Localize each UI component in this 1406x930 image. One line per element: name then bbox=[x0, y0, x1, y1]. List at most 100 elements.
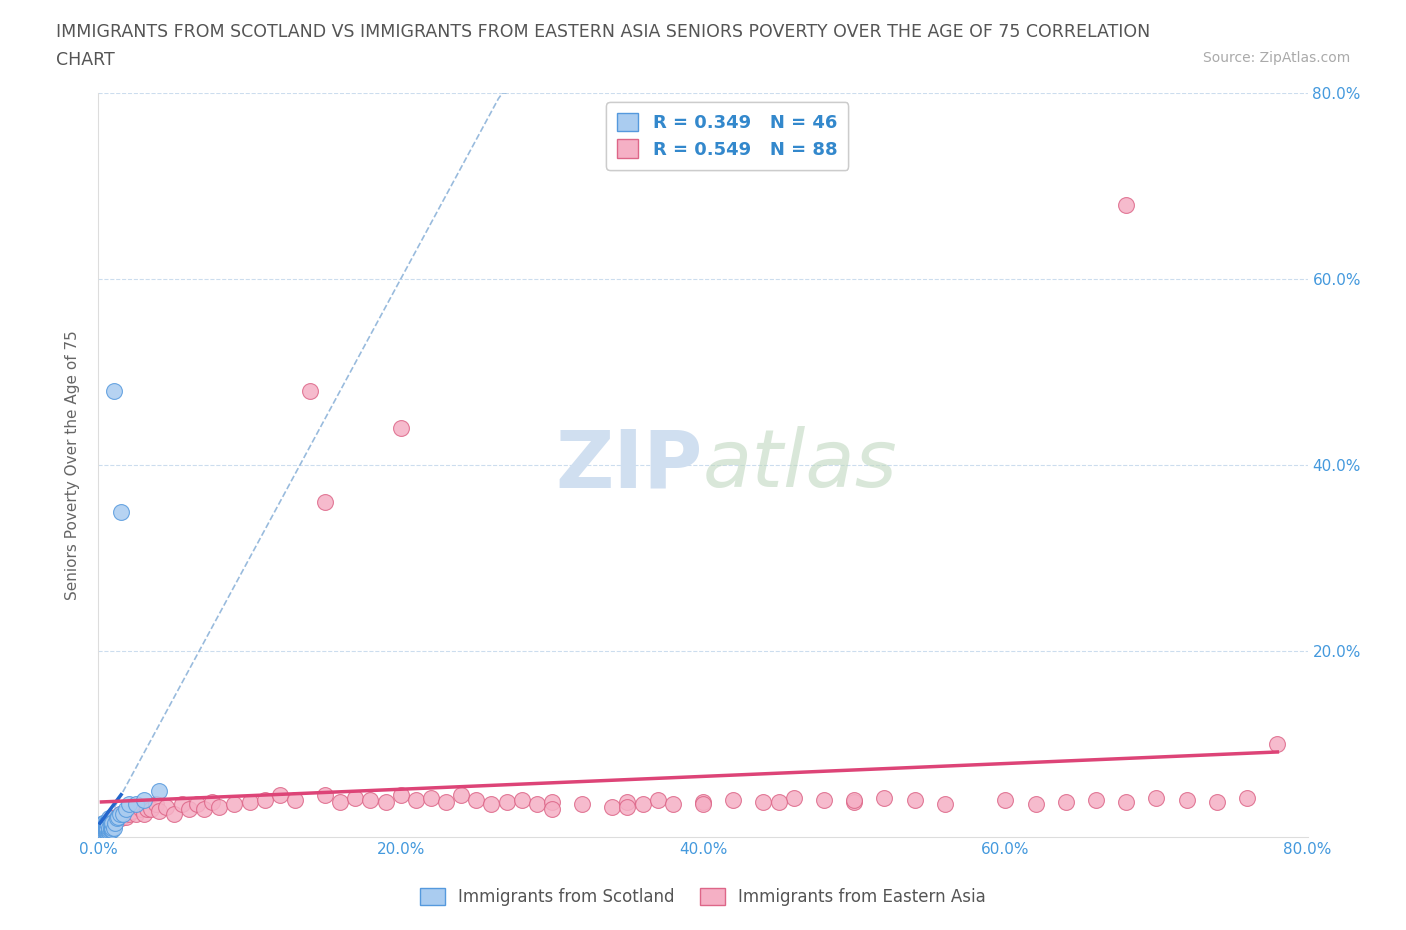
Point bbox=[93, 816, 115, 830]
Legend: Immigrants from Scotland, Immigrants from Eastern Asia: Immigrants from Scotland, Immigrants fro… bbox=[413, 881, 993, 912]
Point bbox=[389, 788, 412, 803]
Point bbox=[101, 820, 124, 835]
Point bbox=[93, 825, 115, 840]
Point bbox=[108, 806, 131, 821]
Point bbox=[510, 792, 533, 807]
Point bbox=[647, 792, 669, 807]
Point bbox=[571, 797, 593, 812]
Point bbox=[94, 825, 117, 840]
Point bbox=[526, 797, 548, 812]
Text: CHART: CHART bbox=[56, 51, 115, 69]
Point bbox=[110, 504, 132, 519]
Point bbox=[118, 806, 141, 821]
Point bbox=[616, 800, 638, 815]
Point bbox=[100, 822, 122, 837]
Point bbox=[91, 818, 114, 833]
Point bbox=[450, 788, 472, 803]
Point bbox=[201, 794, 224, 809]
Point bbox=[1236, 790, 1258, 805]
Point bbox=[768, 794, 790, 809]
Point bbox=[111, 806, 134, 821]
Point bbox=[1267, 737, 1289, 751]
Point bbox=[661, 797, 683, 812]
Point bbox=[111, 806, 134, 821]
Point bbox=[90, 818, 112, 833]
Point bbox=[98, 813, 121, 828]
Point bbox=[98, 822, 121, 837]
Point bbox=[148, 804, 170, 818]
Point bbox=[105, 809, 128, 824]
Point bbox=[299, 383, 322, 398]
Point bbox=[91, 825, 114, 840]
Text: atlas: atlas bbox=[703, 426, 898, 504]
Point bbox=[91, 820, 114, 835]
Point bbox=[129, 802, 152, 817]
Point bbox=[104, 816, 127, 830]
Point bbox=[631, 797, 654, 812]
Point bbox=[118, 797, 141, 812]
Point bbox=[783, 790, 806, 805]
Point bbox=[114, 802, 136, 817]
Point bbox=[844, 792, 866, 807]
Point bbox=[90, 820, 112, 835]
Point bbox=[1115, 197, 1137, 212]
Point bbox=[434, 794, 457, 809]
Point bbox=[873, 790, 896, 805]
Legend: R = 0.349   N = 46, R = 0.549   N = 88: R = 0.349 N = 46, R = 0.549 N = 88 bbox=[606, 102, 848, 169]
Point bbox=[145, 797, 167, 812]
Point bbox=[1054, 794, 1077, 809]
Point bbox=[90, 822, 112, 837]
Point bbox=[540, 794, 562, 809]
Point bbox=[1206, 794, 1229, 809]
Point bbox=[101, 816, 124, 830]
Point bbox=[1085, 792, 1108, 807]
Point bbox=[1144, 790, 1167, 805]
Point bbox=[101, 816, 124, 830]
Point bbox=[481, 797, 503, 812]
Point bbox=[121, 804, 143, 818]
Point bbox=[96, 816, 118, 830]
Point bbox=[94, 820, 117, 835]
Point bbox=[101, 822, 124, 837]
Point bbox=[314, 495, 336, 510]
Point bbox=[107, 809, 129, 824]
Point bbox=[93, 820, 115, 835]
Point bbox=[934, 797, 956, 812]
Point bbox=[125, 797, 148, 812]
Point bbox=[103, 383, 125, 398]
Point bbox=[994, 792, 1017, 807]
Point bbox=[208, 800, 231, 815]
Point bbox=[90, 825, 112, 840]
Point bbox=[94, 822, 117, 837]
Point bbox=[94, 816, 117, 830]
Point bbox=[163, 806, 186, 821]
Point bbox=[125, 806, 148, 821]
Point bbox=[100, 816, 122, 830]
Point bbox=[132, 792, 155, 807]
Text: Source: ZipAtlas.com: Source: ZipAtlas.com bbox=[1202, 51, 1350, 65]
Point bbox=[108, 806, 131, 821]
Point bbox=[193, 802, 215, 817]
Point bbox=[94, 818, 117, 833]
Point bbox=[89, 820, 111, 835]
Point bbox=[93, 818, 115, 833]
Point bbox=[96, 820, 118, 835]
Point bbox=[89, 825, 111, 840]
Point bbox=[104, 813, 127, 828]
Point bbox=[170, 797, 193, 812]
Point bbox=[91, 816, 114, 830]
Point bbox=[224, 797, 246, 812]
Point bbox=[96, 825, 118, 840]
Point bbox=[723, 792, 745, 807]
Point bbox=[91, 822, 114, 837]
Point bbox=[141, 802, 163, 817]
Point bbox=[93, 822, 115, 837]
Point bbox=[314, 788, 336, 803]
Point bbox=[100, 811, 122, 826]
Point bbox=[360, 792, 382, 807]
Point bbox=[114, 809, 136, 824]
Point bbox=[844, 794, 866, 809]
Point bbox=[100, 816, 122, 830]
Point bbox=[107, 811, 129, 826]
Point bbox=[179, 802, 201, 817]
